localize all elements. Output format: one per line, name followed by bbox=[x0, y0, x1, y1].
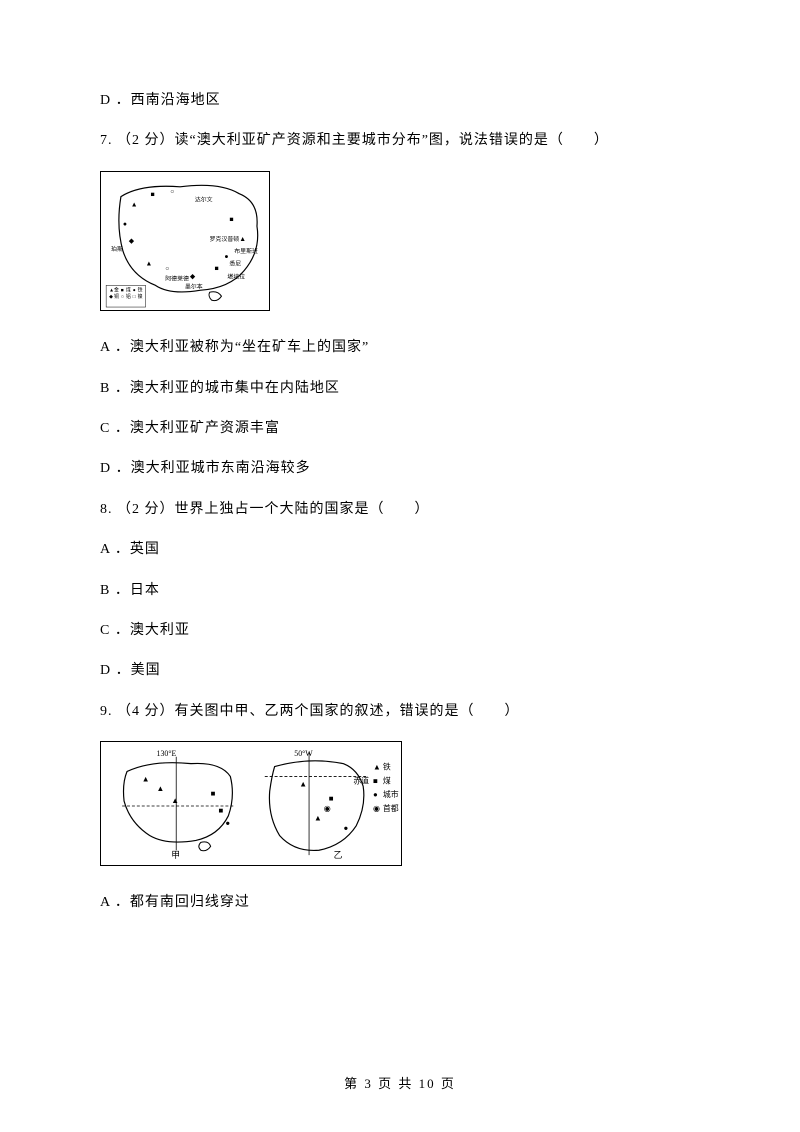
svg-text:◆: ◆ bbox=[109, 294, 113, 300]
q8-option-d: D ．美国 bbox=[100, 660, 700, 682]
svg-text:煤: 煤 bbox=[126, 286, 131, 293]
svg-text:▲: ▲ bbox=[373, 763, 381, 772]
q7-option-c: C ．澳大利亚矿产资源丰富 bbox=[100, 418, 700, 440]
svg-text:▲: ▲ bbox=[142, 774, 150, 783]
svg-text:▲: ▲ bbox=[131, 201, 138, 208]
q8-option-c: C ．澳大利亚 bbox=[100, 620, 700, 642]
option-d-prev: D ．西南沿海地区 bbox=[100, 90, 700, 112]
page-footer: 第 3 页 共 10 页 bbox=[0, 1073, 800, 1092]
figure-q9: ▲▲▲■■●▲■▲●◉130°E50°W赤道甲乙▲铁■煤●城市◉首都 bbox=[100, 741, 402, 866]
svg-text:煤: 煤 bbox=[383, 775, 391, 785]
svg-text:○: ○ bbox=[165, 265, 169, 272]
svg-text:罗克汉普顿: 罗克汉普顿 bbox=[210, 235, 240, 243]
svg-text:◆: ◆ bbox=[190, 273, 196, 280]
svg-text:□: □ bbox=[133, 295, 136, 300]
svg-text:堪培拉: 堪培拉 bbox=[227, 272, 245, 280]
svg-text:○: ○ bbox=[170, 188, 174, 195]
svg-text:乙: 乙 bbox=[334, 850, 343, 860]
svg-text:■: ■ bbox=[121, 288, 124, 293]
svg-text:●: ● bbox=[123, 221, 127, 228]
svg-text:城市: 城市 bbox=[383, 789, 399, 799]
svg-text:◉: ◉ bbox=[373, 804, 380, 813]
svg-text:赤道: 赤道 bbox=[353, 775, 369, 785]
svg-text:▲: ▲ bbox=[239, 236, 246, 243]
svg-text:▲: ▲ bbox=[299, 779, 307, 788]
page-content: D ．西南沿海地区 7. （2 分）读“澳大利亚矿产资源和主要城市分布”图，说法错… bbox=[100, 90, 700, 915]
svg-text:金: 金 bbox=[114, 286, 119, 293]
svg-text:铝: 铝 bbox=[126, 293, 131, 300]
svg-text:●: ● bbox=[224, 254, 228, 261]
svg-text:阿德莱德: 阿德莱德 bbox=[165, 274, 189, 282]
svg-text:■: ■ bbox=[229, 216, 233, 223]
svg-text:●: ● bbox=[373, 790, 378, 799]
svg-text:●: ● bbox=[343, 824, 348, 833]
q7-option-b: B ．澳大利亚的城市集中在内陆地区 bbox=[100, 378, 700, 400]
q8-option-b: B ．日本 bbox=[100, 580, 700, 602]
svg-text:■: ■ bbox=[373, 776, 378, 785]
svg-text:铜: 铜 bbox=[114, 293, 119, 300]
svg-text:◉: ◉ bbox=[324, 804, 331, 813]
q8-option-a: A ．英国 bbox=[100, 539, 700, 561]
svg-text:镍: 镍 bbox=[138, 293, 143, 300]
svg-text:■: ■ bbox=[219, 806, 224, 815]
svg-text:甲: 甲 bbox=[171, 850, 180, 860]
svg-text:130°E: 130°E bbox=[157, 749, 177, 758]
svg-text:布里斯班: 布里斯班 bbox=[234, 247, 258, 255]
svg-text:墨尔本: 墨尔本 bbox=[185, 282, 203, 290]
svg-text:■: ■ bbox=[211, 789, 216, 798]
svg-text:■: ■ bbox=[329, 794, 334, 803]
svg-text:▲: ▲ bbox=[314, 814, 322, 823]
figure-q7: ▲■●◆○■▲●■◆○▲达尔文罗克汉普顿布里斯班悉尼堪培拉墨尔本阿德莱德珀斯▲金… bbox=[100, 171, 270, 311]
svg-text:▲: ▲ bbox=[157, 784, 165, 793]
svg-text:●: ● bbox=[133, 288, 136, 293]
question-8: 8. （2 分）世界上独占一个大陆的国家是（ ） bbox=[100, 499, 700, 521]
question-9: 9. （4 分）有关图中甲、乙两个国家的叙述，错误的是（ ） bbox=[100, 701, 700, 723]
svg-text:珀斯: 珀斯 bbox=[111, 245, 123, 253]
svg-text:悉尼: 悉尼 bbox=[229, 259, 241, 267]
svg-text:铁: 铁 bbox=[138, 286, 143, 293]
svg-text:▲: ▲ bbox=[171, 796, 179, 805]
q7-option-a: A ．澳大利亚被称为“坐在矿车上的国家” bbox=[100, 337, 700, 359]
svg-text:○: ○ bbox=[121, 295, 124, 300]
svg-text:达尔文: 达尔文 bbox=[195, 195, 213, 203]
svg-text:50°W: 50°W bbox=[294, 749, 313, 758]
svg-text:▲: ▲ bbox=[146, 260, 153, 267]
svg-text:■: ■ bbox=[215, 265, 219, 272]
question-7: 7. （2 分）读“澳大利亚矿产资源和主要城市分布”图，说法错误的是（ ） bbox=[100, 130, 700, 152]
svg-text:首都: 首都 bbox=[383, 803, 399, 813]
q7-option-d: D ．澳大利亚城市东南沿海较多 bbox=[100, 458, 700, 480]
svg-text:●: ● bbox=[225, 819, 230, 828]
svg-text:铁: 铁 bbox=[383, 762, 391, 772]
svg-text:■: ■ bbox=[151, 191, 155, 198]
svg-text:◆: ◆ bbox=[129, 238, 135, 245]
q9-option-a: A ．都有南回归线穿过 bbox=[100, 892, 700, 914]
